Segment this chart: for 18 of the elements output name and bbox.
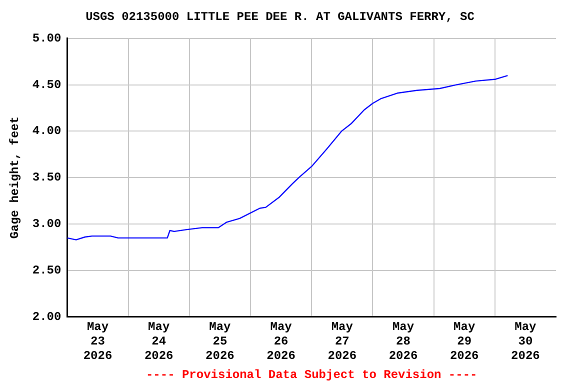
x-tick-label: May 30 2026 <box>511 320 540 363</box>
chart-title: USGS 02135000 LITTLE PEE DEE R. AT GALIVANTS FERRY, SC <box>86 10 474 24</box>
x-tick-label: May 25 2026 <box>206 320 234 363</box>
y-tick-label: 3.50 <box>32 170 62 185</box>
y-tick-label: 4.50 <box>32 78 62 92</box>
x-tick-label: May 23 2026 <box>83 320 112 363</box>
y-tick-label: 2.00 <box>32 310 62 324</box>
y-tick-label: 5.00 <box>32 31 62 46</box>
x-tick-label: May 27 2026 <box>328 320 357 363</box>
x-tick-label: May 28 2026 <box>388 320 418 363</box>
y-axis-title: Gage height, feet <box>8 116 22 239</box>
x-tick-label: May 26 2026 <box>266 320 296 363</box>
y-tick-label: 4.00 <box>32 124 62 138</box>
y-tick-label: 2.50 <box>32 263 62 278</box>
text: ---- Provisional Data Subject to Revision ---- <box>146 368 478 382</box>
y-tick-label: 3.00 <box>32 217 62 232</box>
x-tick-label: May 24 2026 <box>144 320 174 363</box>
x-tick-label: May 29 2026 <box>450 320 479 363</box>
